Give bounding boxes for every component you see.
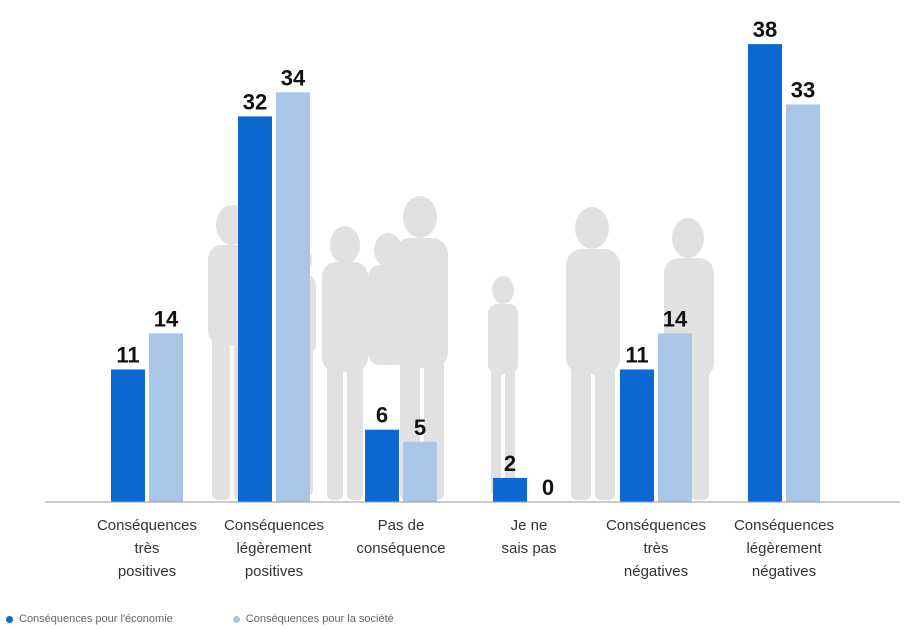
bar-series2-cat5 — [658, 333, 692, 502]
legend-swatch-societe — [232, 615, 240, 623]
bar-series2-cat1 — [149, 333, 183, 502]
bar-series1-cat1 — [111, 369, 145, 502]
value-label-series2-cat3: 5 — [414, 415, 426, 440]
value-labels-layer: 11 14 32 34 6 5 2 0 11 14 38 33 — [116, 17, 815, 500]
bars-layer — [111, 44, 820, 503]
value-label-series2-cat1: 14 — [154, 306, 179, 331]
value-label-series1-cat2: 32 — [243, 89, 267, 114]
bar-series1-cat5 — [620, 369, 654, 502]
legend-item-societe: Conséquences pour la société — [232, 613, 394, 625]
category-label-3: Pas de conséquence — [356, 517, 445, 557]
value-label-series1-cat1: 11 — [116, 342, 139, 367]
value-label-series2-cat4: 0 — [542, 475, 554, 500]
legend-label-societe: Conséquences pour la société — [245, 613, 394, 625]
bar-series1-cat6 — [748, 44, 782, 502]
value-label-series1-cat4: 2 — [504, 451, 516, 476]
bar-series2-cat2 — [276, 92, 310, 503]
legend-item-economie: Conséquences pour l'économie — [6, 613, 173, 625]
bar-series1-cat3 — [365, 429, 399, 502]
value-label-series2-cat2: 34 — [281, 65, 306, 90]
bar-series1-cat2 — [238, 116, 272, 503]
value-label-series2-cat6: 33 — [791, 77, 815, 102]
legend-label-economie: Conséquences pour l'économie — [19, 613, 173, 625]
category-labels-layer: Conséquences très positives Conséquences lég… — [97, 517, 834, 580]
category-label-4: Je ne sais pas — [501, 517, 556, 557]
bar-series1-cat4 — [493, 477, 527, 502]
value-label-series1-cat3: 6 — [376, 403, 388, 428]
category-label-1: Conséquences très positives — [97, 517, 197, 580]
category-label-5: Conséquences très négatives — [606, 517, 706, 580]
legend-swatch-economie — [6, 615, 13, 623]
value-label-series1-cat6: 38 — [753, 17, 777, 42]
bar-series2-cat3 — [403, 441, 437, 502]
value-label-series2-cat5: 14 — [663, 306, 688, 331]
category-label-6: Conséquences légèrement négatives — [734, 517, 834, 580]
bar-series2-cat6 — [786, 104, 820, 502]
category-label-2: Conséquences légèrement positives — [224, 517, 324, 580]
value-label-series1-cat5: 11 — [625, 342, 648, 367]
legend: Conséquences pour l'économie Conséquence… — [6, 610, 454, 628]
